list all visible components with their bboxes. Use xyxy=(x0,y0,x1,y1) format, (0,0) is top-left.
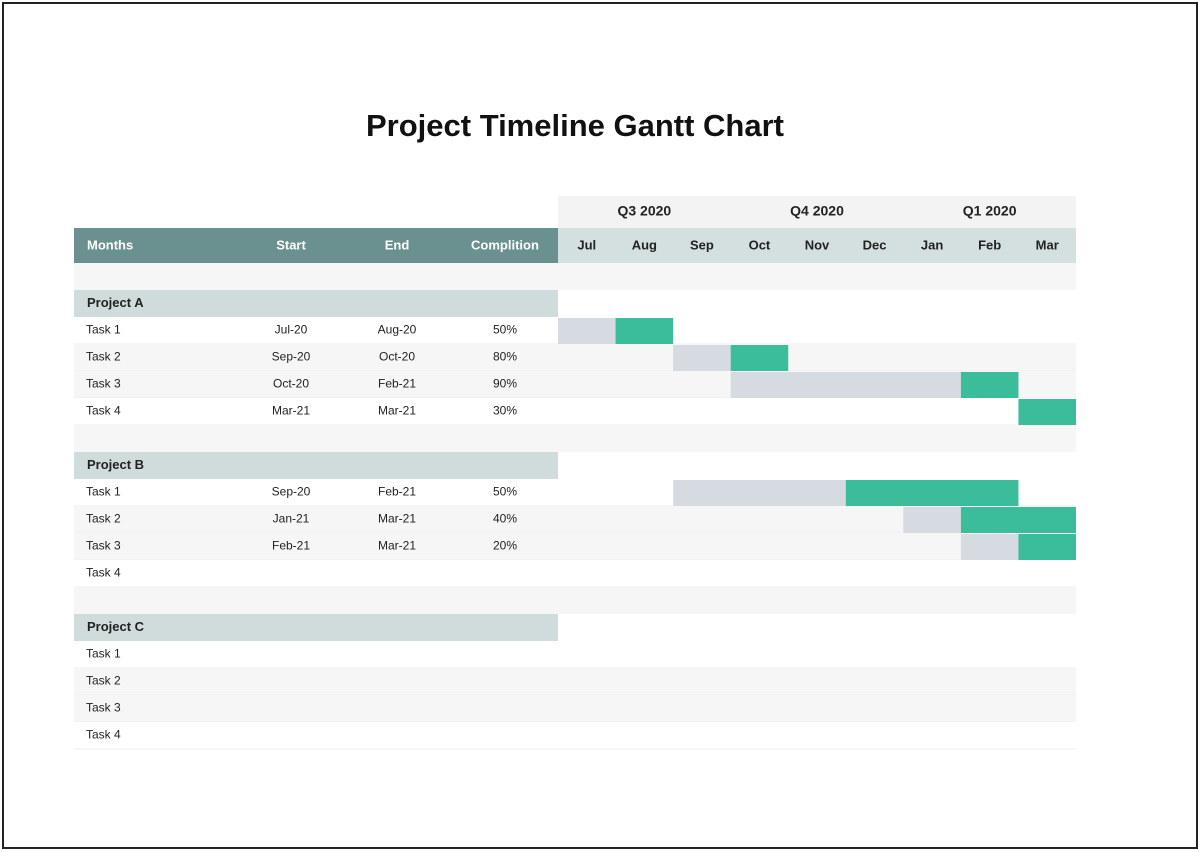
task-start: Oct-20 xyxy=(273,377,309,391)
task-row xyxy=(74,344,1076,371)
task-start: Sep-20 xyxy=(272,485,311,499)
month-header: Sep xyxy=(690,237,714,252)
task-name: Task 3 xyxy=(86,701,121,715)
task-name: Task 2 xyxy=(86,674,121,688)
quarter-label: Q4 2020 xyxy=(790,203,844,219)
gantt-planned xyxy=(903,507,961,533)
task-completion: 20% xyxy=(493,539,517,553)
task-completion: 40% xyxy=(493,512,517,526)
gantt-progress xyxy=(1018,399,1076,425)
spacer-row xyxy=(74,587,1076,614)
project-row xyxy=(74,614,558,641)
gantt-progress xyxy=(1018,534,1076,560)
quarter-label: Q1 2020 xyxy=(963,203,1017,219)
month-header-row xyxy=(558,228,1076,263)
task-completion: 50% xyxy=(493,323,517,337)
month-header: Feb xyxy=(978,237,1001,252)
spacer-row xyxy=(74,263,1076,290)
gantt-progress xyxy=(960,372,1019,398)
task-name: Task 3 xyxy=(86,377,121,391)
column-header: Start xyxy=(276,237,306,252)
task-row xyxy=(74,695,1076,722)
month-header: Jan xyxy=(921,237,943,252)
task-row xyxy=(74,641,1076,668)
task-name: Task 2 xyxy=(86,512,121,526)
task-completion: 30% xyxy=(493,404,517,418)
task-end: Feb-21 xyxy=(378,377,416,391)
task-completion: 90% xyxy=(493,377,517,391)
project-row xyxy=(74,452,558,479)
gantt-progress xyxy=(615,318,674,344)
month-header: Aug xyxy=(632,237,657,252)
task-end: Aug-20 xyxy=(378,323,417,337)
task-row xyxy=(74,668,1076,695)
task-start: Jan-21 xyxy=(273,512,310,526)
task-row xyxy=(74,560,1076,587)
task-row xyxy=(74,533,1076,560)
task-name: Task 2 xyxy=(86,350,121,364)
gantt-planned xyxy=(730,372,961,398)
task-name: Task 4 xyxy=(86,728,121,742)
project-name: Project A xyxy=(87,295,144,310)
month-header: Oct xyxy=(749,237,771,252)
spacer-row xyxy=(74,425,1076,452)
project-name: Project B xyxy=(87,457,144,472)
gantt-planned xyxy=(673,480,846,506)
task-end: Mar-21 xyxy=(378,512,416,526)
task-row xyxy=(74,398,1076,425)
month-header: Dec xyxy=(863,237,887,252)
task-name: Task 3 xyxy=(86,539,121,553)
project-row xyxy=(74,290,558,317)
month-header: Jul xyxy=(577,237,596,252)
month-header: Nov xyxy=(805,237,830,252)
task-name: Task 4 xyxy=(86,404,121,418)
task-name: Task 1 xyxy=(86,647,121,661)
gantt-progress xyxy=(730,345,789,371)
task-completion: 50% xyxy=(493,485,517,499)
task-end: Oct-20 xyxy=(379,350,415,364)
gantt-progress xyxy=(845,480,1019,506)
task-end: Mar-21 xyxy=(378,404,416,418)
task-start: Sep-20 xyxy=(272,350,311,364)
month-header: Mar xyxy=(1036,237,1059,252)
task-start: Feb-21 xyxy=(272,539,310,553)
gantt-planned xyxy=(673,345,731,371)
title: Project Timeline Gantt Chart xyxy=(366,108,784,143)
project-name: Project C xyxy=(87,619,145,634)
quarter-row xyxy=(558,196,1076,228)
task-start: Mar-21 xyxy=(272,404,310,418)
task-name: Task 4 xyxy=(86,566,121,580)
task-completion: 80% xyxy=(493,350,517,364)
gantt-progress xyxy=(960,507,1076,533)
quarter-label: Q3 2020 xyxy=(617,203,671,219)
column-header: Complition xyxy=(471,237,539,252)
task-start: Jul-20 xyxy=(275,323,308,337)
task-name: Task 1 xyxy=(86,323,121,337)
task-end: Feb-21 xyxy=(378,485,416,499)
task-name: Task 1 xyxy=(86,485,121,499)
header-row xyxy=(74,228,558,263)
gantt-planned xyxy=(558,318,616,344)
task-end: Mar-21 xyxy=(378,539,416,553)
gantt-planned xyxy=(960,534,1019,560)
column-header: End xyxy=(385,237,410,252)
column-header: Months xyxy=(87,237,133,252)
task-row xyxy=(74,722,1076,749)
